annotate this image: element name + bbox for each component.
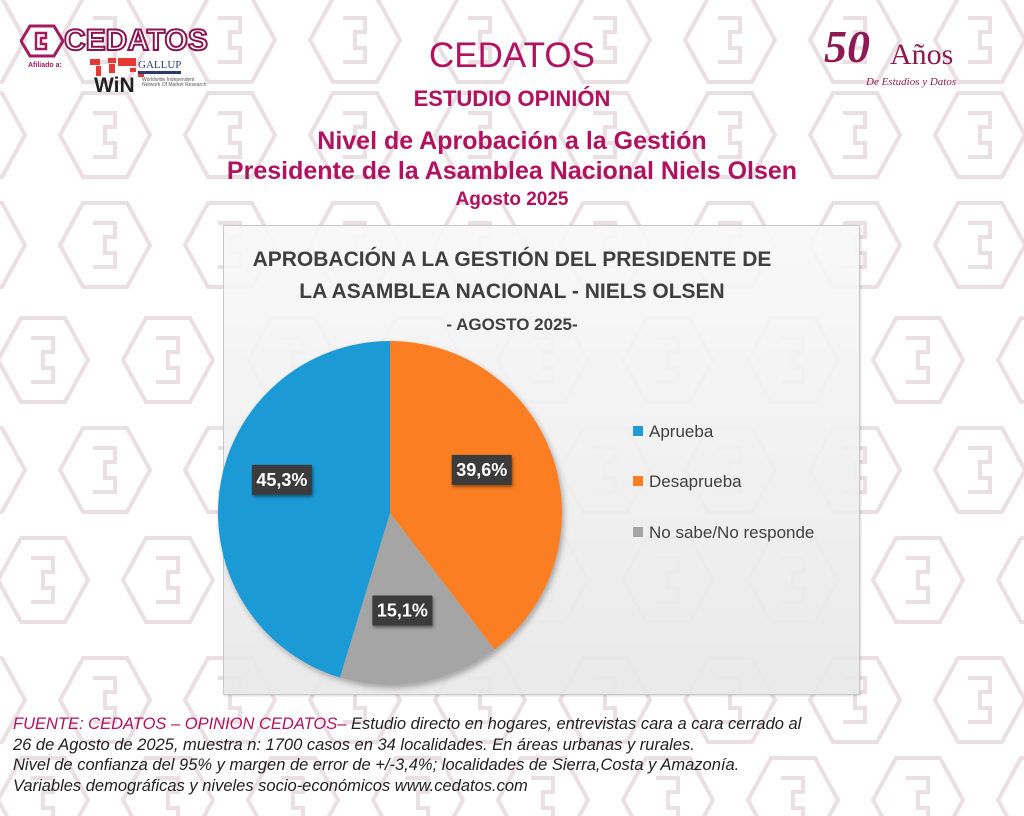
watermark-hex-icon [0, 756, 91, 816]
anniversary-subtitle: De Estudios y Datos [866, 76, 957, 88]
cedatos-logo: CEDATOS Afiliado a: GALLUP WiN Worldwide… [20, 22, 210, 102]
data-label: 39,6% [451, 454, 512, 485]
chart-title-line2: LA ASAMBLEA NACIONAL - NIELS OLSEN [299, 280, 724, 303]
report-title-line1: Nivel de Aprobación a la Gestión [317, 127, 707, 155]
watermark-hex-icon [745, 756, 841, 816]
watermark-hex-icon [0, 316, 91, 404]
watermark-hex-icon [245, 756, 341, 816]
watermark-hex-icon [682, 0, 778, 84]
watermark-hex-icon [932, 201, 1024, 289]
footer-line3: Nivel de confianza del 95% y margen de e… [13, 756, 740, 774]
watermark-hex-icon [57, 201, 153, 289]
data-label: 45,3% [251, 464, 312, 495]
watermark-hex-icon [995, 756, 1024, 816]
watermark-hex-icon [932, 91, 1024, 179]
chart-subtitle: - AGOSTO 2025- [446, 315, 577, 334]
watermark-hex-icon [932, 656, 1024, 744]
data-label-box [451, 454, 512, 485]
watermark-hex-icon [870, 536, 966, 624]
watermark-hex-icon [307, 0, 403, 84]
watermark-hex-icon [870, 756, 966, 816]
watermark-hex-icon [370, 756, 466, 816]
watermark-hex-icon [120, 316, 216, 404]
methodology-note: FUENTE: CEDATOS – OPINION CEDATOS– Estud… [13, 714, 1013, 796]
legend-label: Desaprueba [649, 472, 742, 491]
legend-item: Desaprueba [633, 472, 742, 491]
legend-swatch [633, 476, 643, 486]
legend-item: Aprueba [633, 422, 714, 441]
watermark-hex-icon [57, 656, 153, 744]
data-label-text: 15,1% [377, 601, 428, 621]
watermark-hex-icon [870, 316, 966, 404]
data-label-box [372, 595, 433, 626]
data-label-text: 45,3% [256, 470, 307, 490]
chart-title-line1: APROBACIÓN A LA GESTIÓN DEL PRESIDENTE D… [253, 247, 772, 271]
data-label-text: 39,6% [456, 460, 507, 480]
watermark-hex-icon [0, 536, 91, 624]
affiliation-label: Afiliado a: [28, 62, 62, 69]
legend-swatch [633, 527, 643, 537]
footer-line2: 26 de Agosto de 2025, muestra n: 1700 ca… [13, 735, 695, 754]
watermark-hex-icon [0, 426, 28, 514]
anniversary-number: 50 [824, 21, 870, 72]
watermark-hex-icon [807, 0, 903, 84]
watermark-hex-icon [57, 91, 153, 179]
study-title: ESTUDIO OPINIÓN [413, 86, 611, 111]
watermark-hex-icon [557, 0, 653, 84]
watermark-hex-icon [120, 536, 216, 624]
anniversary-word: Años [890, 38, 954, 71]
footer-line1: Estudio directo en hogares, entrevistas … [346, 715, 802, 733]
watermark-hex-icon [932, 426, 1024, 514]
anniversary-badge: 50 Años De Estudios y Datos [824, 24, 984, 94]
watermark-hex-icon [0, 201, 28, 289]
world-map-icon [90, 58, 144, 77]
watermark-hex-icon [120, 756, 216, 816]
legend-label: No sabe/No responde [649, 523, 814, 542]
report-date: Agosto 2025 [455, 189, 569, 210]
win-subtitle: Worldwide Independent Network Of Market … [142, 77, 207, 88]
watermark-hex-icon [620, 756, 716, 816]
brand-name: CEDATOS [63, 23, 209, 58]
watermark-hex-icon [995, 316, 1024, 404]
watermark-hex-icon [182, 0, 278, 84]
report-title-line2: Presidente de la Asamblea Nacional Niels… [226, 157, 798, 185]
watermark-hex-icon [682, 91, 778, 179]
legend-label: Aprueba [649, 422, 714, 441]
data-label: 15,1% [372, 595, 433, 626]
legend-swatch [633, 426, 643, 436]
data-label-box [251, 464, 312, 495]
pie-slice-aprueba [218, 341, 390, 678]
pie-slice-desaprueba [390, 341, 562, 650]
watermark-hex-icon [557, 91, 653, 179]
watermark-hex-icon [307, 91, 403, 179]
watermark-hex-icon [495, 756, 591, 816]
watermark-hex-icon [0, 91, 28, 179]
org-title: CEDATOS [429, 36, 595, 75]
watermark-hex-icon [932, 0, 1024, 84]
watermark-hex-icon [432, 0, 528, 84]
watermark-hex-icon [807, 91, 903, 179]
watermark-hex-icon [57, 426, 153, 514]
watermark-hex-icon [0, 656, 28, 744]
footer-line4: Variables demográficas y niveles socio-e… [13, 776, 528, 795]
source-label: FUENTE: CEDATOS – OPINION CEDATOS– [13, 715, 347, 733]
gallup-logo: GALLUP [138, 60, 182, 74]
watermark-hex-icon [432, 91, 528, 179]
watermark-hex-icon [182, 91, 278, 179]
watermark-hex-icon [0, 0, 28, 84]
win-logo: WiN [94, 74, 135, 97]
legend-item: No sabe/No responde [633, 523, 814, 542]
watermark-hex-icon [995, 536, 1024, 624]
cedatos-hex-icon [20, 24, 64, 58]
